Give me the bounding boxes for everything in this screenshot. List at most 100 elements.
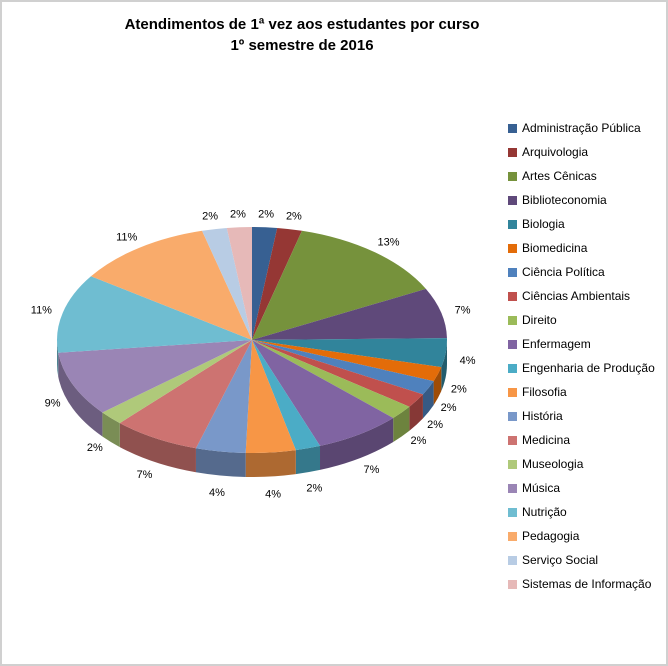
pie-slice	[252, 230, 426, 340]
legend-label: Serviço Social	[522, 553, 599, 567]
legend-swatch	[508, 195, 517, 205]
pie-slice-side	[195, 448, 246, 477]
legend-label: Artes Cênicas	[522, 169, 597, 183]
legend-item: Medicina	[508, 433, 666, 447]
pie-slice-side	[119, 423, 196, 473]
pie-slice	[252, 340, 410, 418]
legend-item: Administração Pública	[508, 121, 666, 135]
pie-slice-label: 2%	[441, 402, 457, 414]
pie-slice-label: 13%	[377, 236, 399, 248]
legend-item: Biologia	[508, 217, 666, 231]
pie-slice-label: 2%	[202, 210, 218, 222]
legend-item: Biomedicina	[508, 241, 666, 255]
legend-swatch	[508, 579, 517, 589]
pie-slice-label: 9%	[45, 397, 61, 409]
legend-item: Música	[508, 481, 666, 495]
legend-swatch	[508, 531, 517, 541]
pie-slice	[252, 338, 447, 368]
legend-label: Administração Pública	[522, 121, 641, 135]
pie-slice	[102, 340, 252, 424]
legend-swatch	[508, 363, 517, 373]
legend-label: Ciência Política	[522, 265, 605, 279]
pie-slice-label: 2%	[306, 483, 322, 495]
legend-swatch	[508, 459, 517, 469]
legend-label: Ciências Ambientais	[522, 289, 631, 303]
legend-label: Biologia	[522, 217, 565, 231]
pie-slice-side	[58, 352, 103, 437]
legend-item: Pedagogia	[508, 529, 666, 543]
legend-label: Engenharia de Produção	[522, 361, 655, 375]
pie-slice-label: 4%	[265, 488, 281, 500]
pie-slice-side	[245, 450, 296, 477]
legend-item: Artes Cênicas	[508, 169, 666, 183]
legend-item: Engenharia de Produção	[508, 361, 666, 375]
pie-slice	[252, 288, 447, 340]
legend-swatch	[508, 339, 517, 349]
pie-slice-side	[441, 340, 447, 392]
pie-slice-side	[393, 406, 410, 442]
legend-swatch	[508, 483, 517, 493]
chart-title-line1: Atendimentos de 1ª vez aos estudantes po…	[124, 16, 480, 33]
legend-swatch	[508, 435, 517, 445]
pie-slice-label: 7%	[455, 304, 471, 316]
pie-slice	[252, 340, 442, 382]
pie-slice	[195, 340, 252, 453]
legend-item: História	[508, 409, 666, 423]
legend-swatch	[508, 315, 517, 325]
pie-slice-side	[295, 445, 321, 475]
legend-label: Nutrição	[522, 505, 567, 519]
legend-item: Museologia	[508, 457, 666, 471]
legend-label: Medicina	[522, 433, 571, 447]
pie-slice	[226, 227, 252, 340]
pie-slice-side	[422, 381, 434, 419]
legend-swatch	[508, 147, 517, 157]
pie-slice-side	[57, 340, 59, 377]
legend-label: Enfermagem	[522, 337, 591, 351]
legend-label: Pedagogia	[522, 529, 580, 543]
pie-slice-label: 2%	[427, 419, 443, 431]
pie-slice-label: 11%	[116, 231, 137, 243]
pie-slice-side	[409, 394, 423, 431]
pie-slice-side	[433, 367, 442, 406]
legend-item: Serviço Social	[508, 553, 666, 567]
pie-slice	[252, 227, 278, 340]
pie-slice	[90, 230, 252, 340]
pie-slice	[58, 340, 253, 413]
pie-slice-label: 2%	[230, 208, 246, 220]
pie-slice	[252, 340, 434, 395]
legend-swatch	[508, 387, 517, 397]
legend-swatch	[508, 171, 517, 181]
pie-slice	[202, 227, 252, 340]
pie-slice-label: 2%	[411, 435, 427, 447]
pie-slice-label: 2%	[258, 208, 274, 220]
pie-slice	[57, 276, 253, 353]
pie-slice	[245, 340, 296, 453]
pie-slice-label: 4%	[209, 487, 225, 499]
legend-item: Ciência Política	[508, 265, 666, 279]
pie-slice-label: 4%	[460, 355, 476, 367]
legend-item: Filosofia	[508, 385, 666, 399]
legend-swatch	[508, 291, 517, 301]
legend-label: Museologia	[522, 457, 584, 471]
legend-label: Arquivologia	[522, 145, 589, 159]
pie-slice-label: 2%	[286, 210, 302, 222]
legend-label: Filosofia	[522, 385, 567, 399]
legend-label: Biomedicina	[522, 241, 588, 255]
legend-swatch	[508, 555, 517, 565]
legend-item: Sistemas de Informação	[508, 577, 666, 591]
pie-slice-label: 7%	[137, 469, 153, 481]
pie-slice-side	[102, 412, 120, 448]
legend-item: Arquivologia	[508, 145, 666, 159]
legend-label: História	[522, 409, 563, 423]
chart-title: Atendimentos de 1ª vez aos estudantes po…	[2, 14, 602, 56]
pie-slice	[252, 340, 423, 407]
pie-slice-side	[320, 417, 394, 470]
legend-item: Biblioteconomia	[508, 193, 666, 207]
legend-item: Nutrição	[508, 505, 666, 519]
legend-item: Direito	[508, 313, 666, 327]
chart-title-line2: 1º semestre de 2016	[230, 37, 374, 54]
pie-slice	[252, 340, 394, 446]
pie-slice-label: 2%	[87, 442, 103, 454]
